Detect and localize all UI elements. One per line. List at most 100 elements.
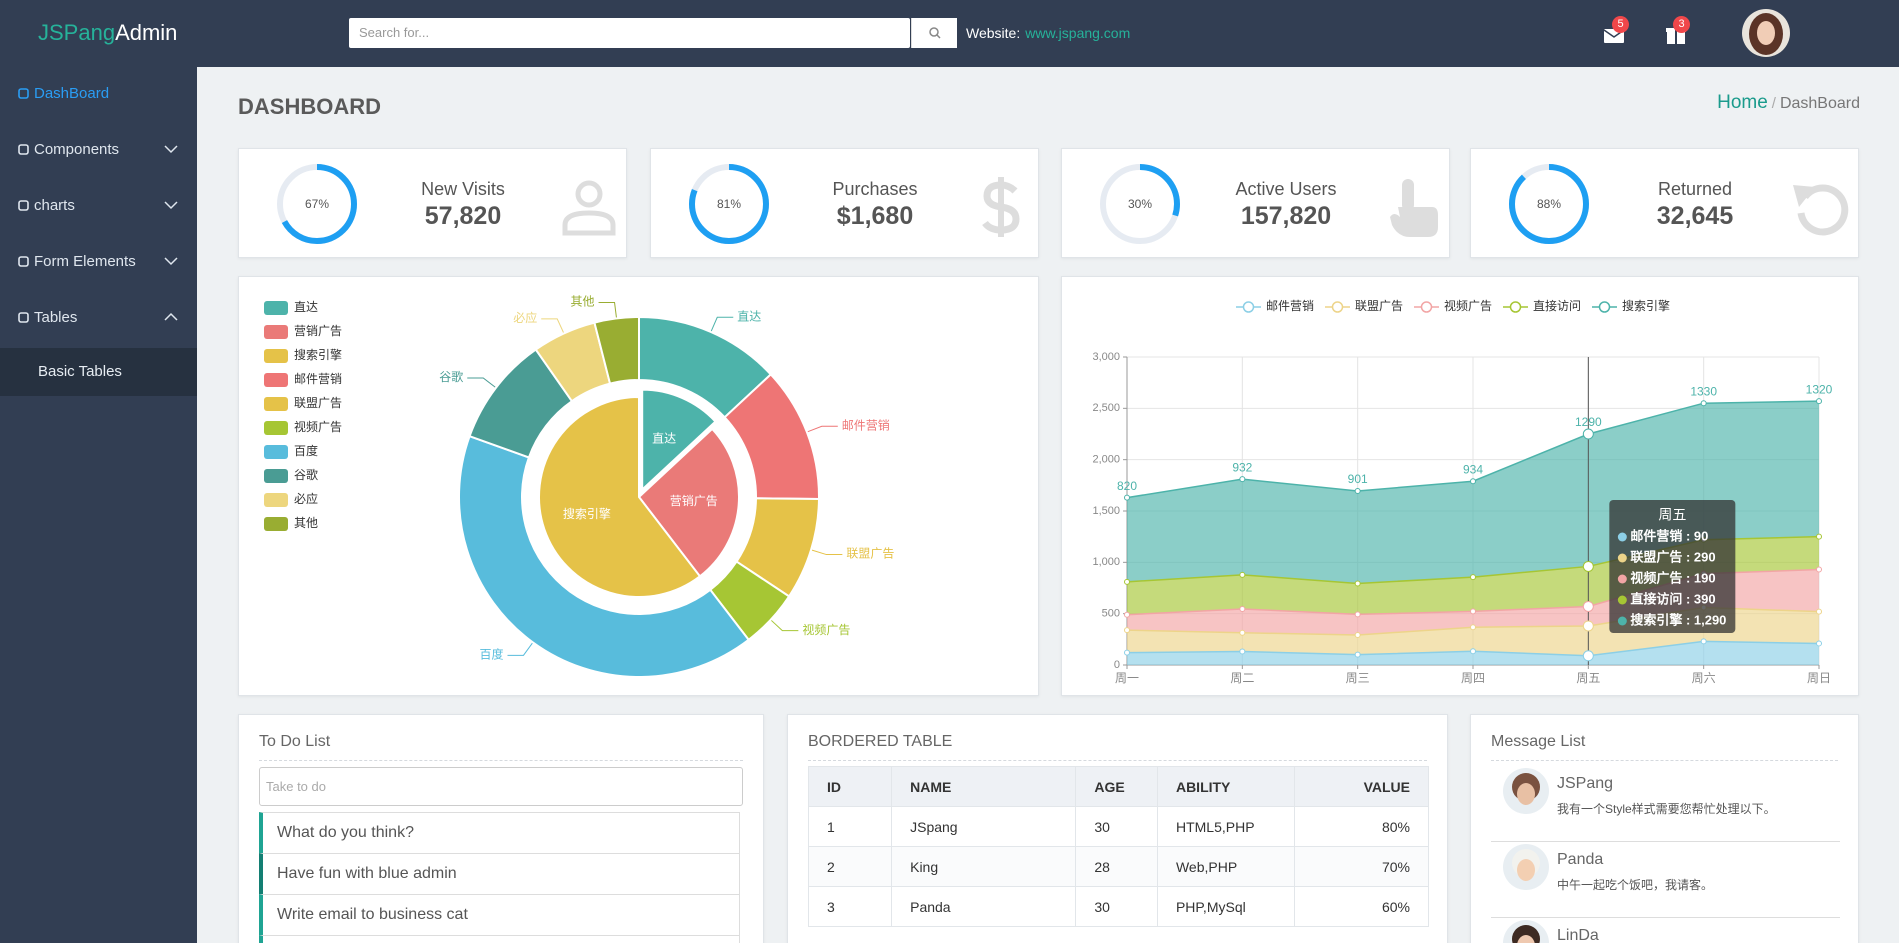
breadcrumb-sep: /: [1771, 95, 1776, 112]
stat-value: 32,645: [1656, 202, 1734, 230]
legend-label: 营销广告: [294, 324, 342, 338]
legend-swatch: [264, 373, 288, 387]
bordered-table: ID NAME AGE ABILITY VALUE 1 JSpang 30 HTML5,PHP 8…: [807, 766, 1429, 927]
todo-input[interactable]: Take to do: [259, 767, 743, 806]
todo-text: What do you think?: [277, 824, 414, 841]
slice-label: 联盟广告: [846, 547, 894, 561]
search-button[interactable]: [911, 18, 957, 48]
todo-card: To Do List Take to do What do you think? Ha…: [238, 714, 764, 943]
ring-label: 67%: [305, 197, 329, 211]
label-line: [598, 302, 617, 318]
sidebar-item[interactable]: Components: [0, 136, 197, 164]
data-point: [1124, 494, 1130, 501]
legend-swatch: [264, 397, 288, 411]
search-glass: [929, 27, 939, 37]
y-tick-label: 0: [1114, 659, 1120, 671]
stat-value: $1,680: [836, 202, 914, 230]
table-cell: Web,PHP: [1156, 846, 1296, 887]
data-point: [1470, 608, 1476, 615]
ring-arc: [277, 164, 357, 244]
todo-item[interactable]: What do you think?: [259, 812, 740, 854]
data-point: [1582, 620, 1594, 632]
sidebar-item[interactable]: DashBoard: [0, 80, 197, 108]
legend-label[interactable]: 视频广告: [1444, 298, 1492, 313]
label-line: [771, 620, 799, 632]
sidebar-item[interactable]: Tables: [0, 304, 197, 332]
pie-slice: [593, 315, 640, 385]
data-point: [1239, 476, 1246, 483]
panel-title: To Do List: [259, 733, 331, 750]
todo-item: [259, 935, 740, 943]
chevron-path: [164, 201, 178, 210]
stat-card: 88% Returned 32,645: [1470, 148, 1859, 258]
chevron: [164, 201, 178, 210]
sidebar-sublabel: Basic Tables: [38, 363, 122, 380]
tooltip-dot: [1617, 532, 1627, 542]
legend-label: 邮件营销: [294, 372, 342, 386]
stat-label: Purchases: [832, 179, 918, 199]
table-cell: JSpang: [891, 806, 1077, 847]
sidebar-icon: [18, 256, 29, 267]
search-input[interactable]: Search for...: [349, 18, 910, 48]
stat-value: 57,820: [424, 202, 502, 230]
tooltip-dot: [1617, 553, 1627, 563]
data-label: 820: [1117, 479, 1137, 493]
legend-label[interactable]: 邮件营销: [1266, 299, 1314, 313]
avatar-face: [1517, 783, 1535, 805]
legend-swatch: [264, 349, 288, 363]
data-point: [1470, 624, 1476, 631]
sidebar-icon: [18, 144, 29, 155]
todo-item[interactable]: Write email to business cat: [259, 894, 740, 936]
icon-palm: [1390, 207, 1438, 237]
sidebar-icon: [18, 200, 29, 211]
todo-text: Write email to business cat: [277, 906, 468, 923]
data-label: 934: [1463, 462, 1483, 476]
slice-label: 谷歌: [439, 369, 463, 384]
sidebar-label: Form Elements: [34, 253, 136, 270]
icon-arrow: [1793, 185, 1815, 207]
slice-label: 搜索引擎: [563, 506, 611, 521]
user-avatar[interactable]: [1741, 8, 1791, 58]
sidebar-label: charts: [34, 197, 75, 214]
tooltip-dot: [1617, 574, 1627, 584]
breadcrumb-home[interactable]: Home: [1717, 92, 1768, 113]
ring-label: 88%: [1537, 197, 1561, 211]
tooltip-dot: [1617, 616, 1627, 626]
stat-label: Returned: [1657, 179, 1733, 199]
data-point: [1582, 428, 1594, 440]
sidebar-item[interactable]: charts: [0, 192, 197, 220]
legend-label: 搜索引擎: [294, 347, 342, 362]
sidebar-subitem[interactable]: Basic Tables: [0, 348, 197, 396]
sidebar-label: Components: [34, 141, 120, 158]
legend-dot: [1331, 301, 1344, 313]
legend-label[interactable]: 直接访问: [1533, 298, 1581, 313]
legend-label[interactable]: 搜索引擎: [1622, 298, 1670, 313]
slice-label: 营销广告: [670, 494, 718, 508]
icon-finger: [1402, 179, 1414, 211]
label-line: [541, 318, 564, 333]
website-link[interactable]: www.jspang.com: [1025, 25, 1131, 41]
message-card: Message List JSPang 我有一个Style样式需要您帮忙处理以下。 P…: [1470, 714, 1859, 943]
tooltip-row: 搜索引擎 : 1,290: [1630, 612, 1726, 627]
panel-divider: [259, 760, 743, 761]
search-icon: [929, 27, 941, 39]
table-row: 2 King 28 Web,PHP 70%: [807, 846, 1429, 887]
label-line: [811, 549, 843, 556]
legend-label[interactable]: 联盟广告: [1355, 299, 1403, 313]
table-row: 3 Panda 30 PHP,MySql 60%: [807, 886, 1429, 927]
data-point: [1124, 611, 1130, 618]
stat-label: New Visits: [421, 179, 505, 199]
table-header-cell: NAME: [891, 766, 1077, 807]
todo-item[interactable]: Have fun with blue admin: [259, 853, 740, 895]
data-point: [1582, 600, 1594, 612]
tooltip-box: [1609, 500, 1736, 633]
data-point: [1816, 566, 1822, 573]
data-point: [1582, 560, 1594, 572]
table-cell: 80%: [1294, 806, 1429, 847]
ring-label: 81%: [717, 197, 741, 211]
tooltip-row: 直接访问 : 390: [1630, 591, 1715, 606]
sidebar-item[interactable]: Form Elements: [0, 248, 197, 276]
logo-suffix: Admin: [115, 20, 178, 45]
data-point: [1239, 648, 1246, 655]
data-point: [1582, 650, 1594, 662]
